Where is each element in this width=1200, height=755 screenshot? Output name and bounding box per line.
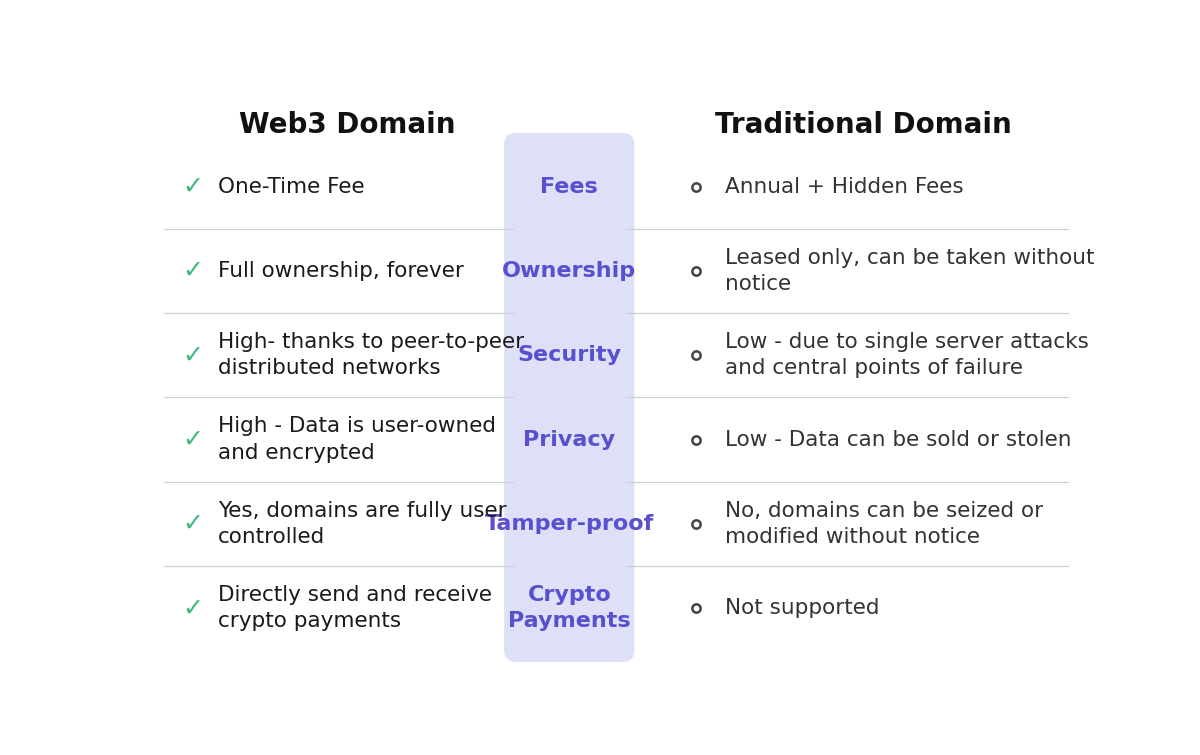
Text: Privacy: Privacy <box>523 430 616 449</box>
Text: Crypto
Payments: Crypto Payments <box>508 585 630 631</box>
Text: No, domains can be seized or
modified without notice: No, domains can be seized or modified wi… <box>725 501 1043 547</box>
Text: One-Time Fee: One-Time Fee <box>218 177 365 196</box>
Text: Yes, domains are fully user
controlled: Yes, domains are fully user controlled <box>218 501 506 547</box>
Text: ✓: ✓ <box>182 512 203 536</box>
Text: Web3 Domain: Web3 Domain <box>239 112 456 140</box>
Text: ✓: ✓ <box>182 174 203 199</box>
Text: ✓: ✓ <box>182 427 203 451</box>
FancyBboxPatch shape <box>504 133 635 662</box>
Text: Fees: Fees <box>540 177 598 196</box>
Text: Not supported: Not supported <box>725 598 880 618</box>
Text: Low - due to single server attacks
and central points of failure: Low - due to single server attacks and c… <box>725 332 1088 378</box>
Text: ✓: ✓ <box>182 344 203 367</box>
Text: ✓: ✓ <box>182 259 203 283</box>
Text: Traditional Domain: Traditional Domain <box>715 112 1012 140</box>
Text: High - Data is user-owned
and encrypted: High - Data is user-owned and encrypted <box>218 417 497 463</box>
Text: High- thanks to peer-to-peer
distributed networks: High- thanks to peer-to-peer distributed… <box>218 332 524 378</box>
Text: Ownership: Ownership <box>503 261 636 281</box>
Text: Annual + Hidden Fees: Annual + Hidden Fees <box>725 177 964 196</box>
Text: Full ownership, forever: Full ownership, forever <box>218 261 464 281</box>
Text: Low - Data can be sold or stolen: Low - Data can be sold or stolen <box>725 430 1072 449</box>
Text: Leased only, can be taken without
notice: Leased only, can be taken without notice <box>725 248 1094 294</box>
Text: Directly send and receive
crypto payments: Directly send and receive crypto payment… <box>218 585 492 631</box>
Text: Tamper-proof: Tamper-proof <box>485 514 654 534</box>
Text: Security: Security <box>517 345 622 365</box>
Text: ✓: ✓ <box>182 596 203 621</box>
